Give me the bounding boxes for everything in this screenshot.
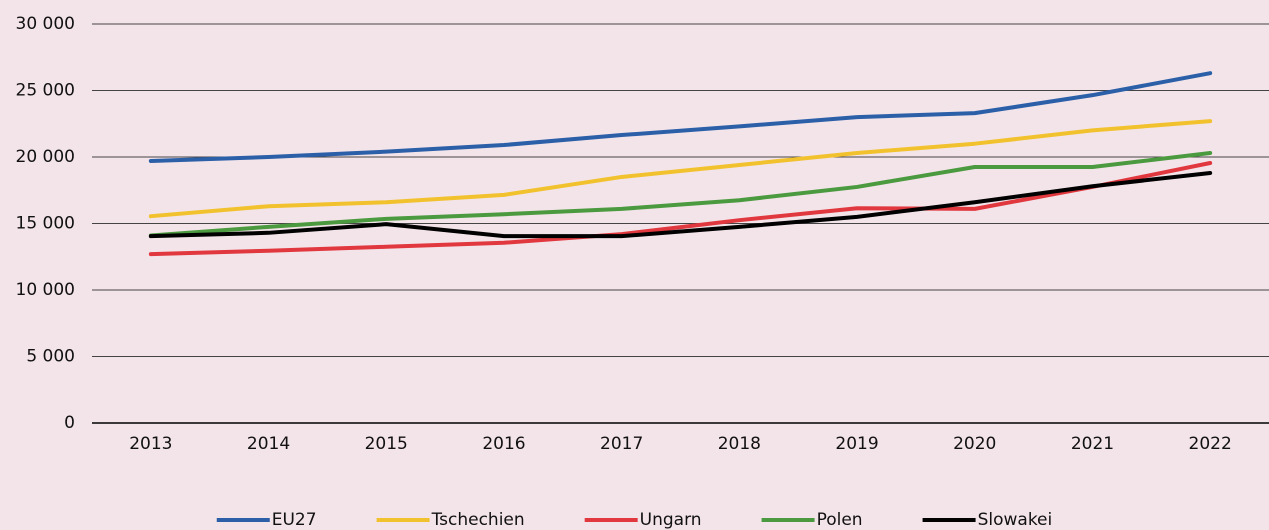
x-tick-label: 2014	[247, 434, 290, 454]
x-tick-label: 2017	[600, 434, 643, 454]
series-line	[148, 151, 1213, 238]
y-tick-label: 15 000	[16, 214, 75, 234]
x-tick-label: 2013	[129, 434, 172, 454]
legend-label: Polen	[817, 510, 863, 530]
x-tick-label: 2019	[835, 434, 878, 454]
series-line	[148, 160, 1213, 257]
legend-label: Slowakei	[978, 510, 1053, 530]
y-tick-label: 20 000	[16, 147, 75, 167]
series-line	[148, 71, 1213, 163]
x-tick-label: 2022	[1189, 434, 1232, 454]
y-tick-label: 0	[64, 413, 75, 433]
x-tick-label: 2016	[482, 434, 525, 454]
legend-label: Ungarn	[640, 510, 702, 530]
y-tick-label: 30 000	[16, 14, 75, 34]
y-tick-label: 10 000	[16, 280, 75, 300]
series-line	[148, 170, 1213, 239]
x-tick-label: 2018	[718, 434, 761, 454]
y-tick-label: 5 000	[26, 347, 75, 367]
series-line	[148, 119, 1213, 219]
x-tick-label: 2020	[953, 434, 996, 454]
legend-label: EU27	[272, 510, 317, 530]
legend-label: Tschechien	[431, 510, 525, 530]
x-tick-label: 2015	[365, 434, 408, 454]
y-tick-label: 25 000	[16, 81, 75, 101]
x-tick-label: 2021	[1071, 434, 1114, 454]
